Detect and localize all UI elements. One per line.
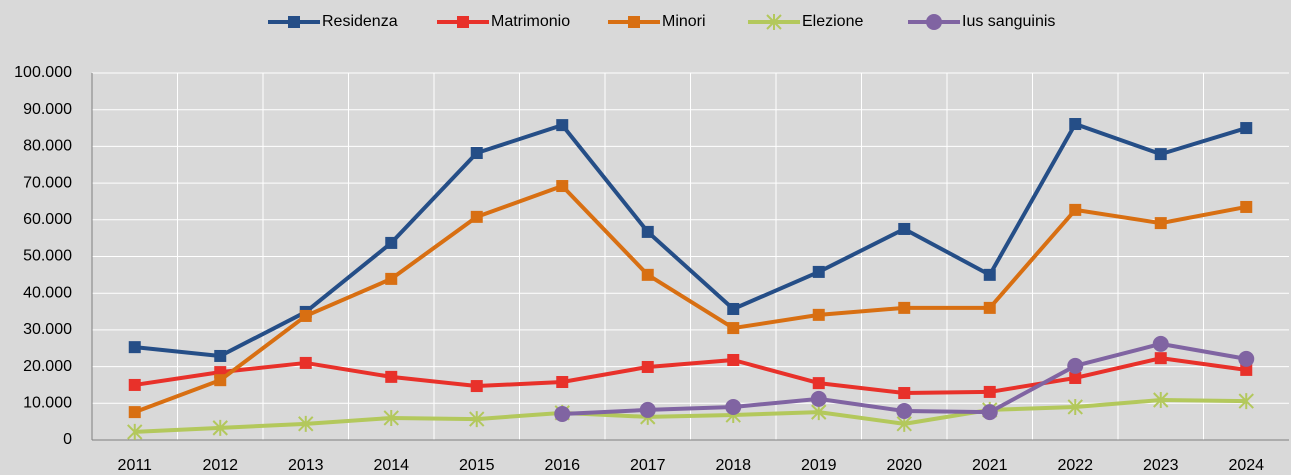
marker <box>299 309 312 322</box>
x-tick-label: 2012 <box>202 457 238 474</box>
x-tick-label: 2018 <box>715 457 751 474</box>
marker <box>727 302 740 315</box>
marker <box>1069 371 1082 384</box>
legend-label: Matrimonio <box>491 13 570 30</box>
marker <box>1153 391 1169 408</box>
marker <box>1154 217 1167 230</box>
marker <box>470 380 483 393</box>
series-line <box>134 184 1247 414</box>
marker <box>812 308 825 321</box>
marker <box>469 411 485 428</box>
legend-label: Minori <box>662 13 706 30</box>
x-tick-label: 2015 <box>459 457 495 474</box>
marker <box>385 272 398 285</box>
marker <box>812 265 825 278</box>
marker <box>1238 393 1254 410</box>
x-tick-label: 2019 <box>801 457 837 474</box>
marker <box>214 374 227 387</box>
marker <box>1240 122 1253 135</box>
marker <box>385 370 398 383</box>
marker <box>127 423 143 440</box>
x-tick-label: 2024 <box>1228 457 1264 474</box>
marker <box>214 349 227 362</box>
marker <box>1069 118 1082 131</box>
series-line <box>134 397 1247 434</box>
marker <box>898 387 911 400</box>
y-tick-label: 0 <box>63 431 72 448</box>
marker <box>298 415 314 432</box>
series-line <box>134 356 1247 396</box>
marker <box>641 360 654 373</box>
marker <box>1154 352 1167 365</box>
marker <box>1152 335 1169 352</box>
y-tick-label: 20.000 <box>23 358 72 375</box>
marker <box>556 119 569 132</box>
marker <box>812 377 825 390</box>
marker <box>983 385 996 398</box>
x-tick-label: 2020 <box>886 457 922 474</box>
marker <box>639 401 656 418</box>
marker <box>457 16 469 28</box>
legend-label: Residenza <box>322 13 398 30</box>
marker <box>212 419 228 436</box>
x-tick-label: 2022 <box>1057 457 1093 474</box>
marker <box>128 378 141 391</box>
marker <box>383 409 399 426</box>
marker <box>385 236 398 249</box>
y-tick-label: 50.000 <box>23 248 72 265</box>
marker <box>1069 203 1082 216</box>
marker <box>1067 398 1083 415</box>
marker <box>727 353 740 366</box>
y-tick-label: 30.000 <box>23 321 72 338</box>
marker <box>556 376 569 389</box>
marker <box>128 341 141 354</box>
y-tick-label: 10.000 <box>23 395 72 412</box>
x-tick-label: 2014 <box>373 457 409 474</box>
marker <box>1154 148 1167 161</box>
marker <box>725 398 742 415</box>
x-tick-label: 2016 <box>544 457 580 474</box>
marker <box>470 210 483 223</box>
marker <box>1240 363 1253 376</box>
marker <box>641 268 654 281</box>
y-tick-label: 100.000 <box>14 64 72 81</box>
marker <box>556 180 569 193</box>
marker <box>766 14 782 30</box>
marker <box>983 268 996 281</box>
legend-label: Ius sanguinis <box>962 13 1055 30</box>
marker <box>128 406 141 419</box>
x-tick-label: 2021 <box>972 457 1008 474</box>
marker <box>898 222 911 235</box>
marker <box>981 404 998 421</box>
marker <box>628 16 640 28</box>
marker <box>1067 357 1084 374</box>
y-tick-label: 80.000 <box>23 138 72 155</box>
y-tick-label: 60.000 <box>23 211 72 228</box>
marker <box>727 322 740 335</box>
marker <box>810 390 827 407</box>
marker <box>288 16 300 28</box>
x-tick-label: 2023 <box>1143 457 1179 474</box>
series-line <box>134 122 1247 358</box>
x-tick-label: 2013 <box>288 457 324 474</box>
marker <box>554 405 571 422</box>
marker <box>641 225 654 238</box>
y-tick-label: 40.000 <box>23 284 72 301</box>
y-tick-label: 90.000 <box>23 101 72 118</box>
x-tick-label: 2011 <box>118 457 153 474</box>
marker <box>983 301 996 314</box>
legend-label: Elezione <box>802 13 863 30</box>
x-tick-label: 2017 <box>630 457 666 474</box>
y-tick-label: 70.000 <box>23 174 72 191</box>
marker <box>896 403 913 420</box>
marker <box>1240 200 1253 213</box>
marker <box>1238 350 1255 367</box>
marker <box>470 147 483 160</box>
marker <box>926 14 942 30</box>
marker <box>299 356 312 369</box>
marker <box>898 301 911 314</box>
